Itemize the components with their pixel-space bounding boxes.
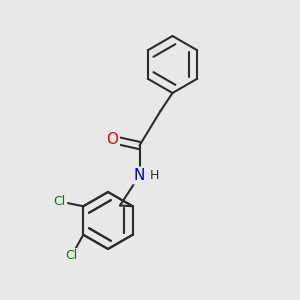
Text: N: N: [134, 168, 145, 183]
Text: H: H: [150, 169, 159, 182]
Text: Cl: Cl: [65, 249, 78, 262]
Text: Cl: Cl: [54, 195, 66, 208]
Text: O: O: [106, 132, 119, 147]
